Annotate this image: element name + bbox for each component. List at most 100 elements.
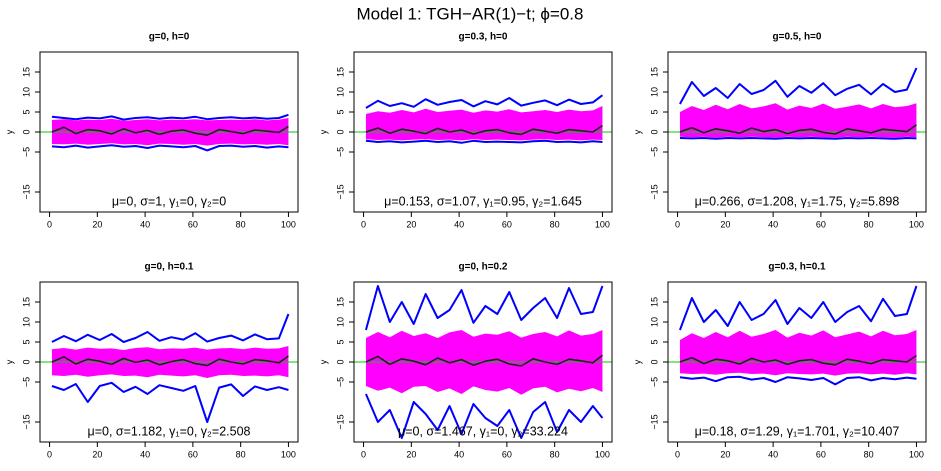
panel-title: g=0.5, h=0 — [773, 32, 822, 43]
x-tick-label: 40 — [140, 219, 150, 229]
series-line — [51, 144, 289, 152]
plot-area — [668, 285, 926, 386]
x-tick-label: 20 — [720, 449, 730, 459]
y-tick-label: 5 — [649, 339, 659, 344]
x-tick-label: 80 — [236, 449, 246, 459]
series-line — [364, 285, 604, 331]
series-line — [365, 94, 604, 109]
series-line — [365, 124, 603, 136]
panel-title: g=0, h=0 — [149, 32, 190, 43]
series-line — [679, 137, 917, 140]
x-tick-label: 60 — [502, 219, 512, 229]
y-tick-label: 0 — [21, 359, 31, 364]
series-line — [365, 393, 604, 439]
x-tick-label: 80 — [864, 449, 874, 459]
y-tick-label: 5 — [335, 109, 345, 114]
x-tick-label: 0 — [361, 449, 366, 459]
panel-title: g=0, h=0.2 — [459, 262, 508, 273]
y-tick-label: 15 — [335, 67, 345, 77]
panel: 0 20 40 60 80 100 15 10 5 0 −5 −15 y g=0, h=0.1 μ=0, σ… — [4, 262, 299, 459]
x-tick-label: 20 — [406, 449, 416, 459]
y-tick-label: −15 — [649, 414, 659, 429]
series-line — [51, 125, 289, 136]
y-tick-label: 15 — [21, 67, 31, 77]
x-tick-label: 0 — [361, 219, 366, 229]
series-line — [679, 375, 917, 386]
band-area — [679, 103, 917, 138]
x-tick-label: 20 — [720, 219, 730, 229]
x-tick-label: 100 — [909, 449, 924, 459]
annotation: μ=0.266, σ=1.208, γ₁=1.75, γ₂=5.898 — [695, 194, 900, 208]
band-area — [365, 106, 603, 141]
series-line — [679, 285, 918, 331]
y-tick-label: 5 — [335, 339, 345, 344]
figure-title: Model 1: TGH−AR(1)−t; ϕ=0.8 — [356, 4, 583, 23]
y-tick-label: −5 — [335, 377, 345, 387]
x-tick-label: 80 — [550, 219, 560, 229]
y-tick-label: 5 — [21, 339, 31, 344]
y-tick-label: 10 — [649, 317, 659, 327]
x-tick-label: 100 — [595, 449, 610, 459]
y-tick-label: 5 — [21, 109, 31, 114]
x-tick-label: 60 — [502, 449, 512, 459]
x-tick-label: 40 — [454, 219, 464, 229]
y-tick-label: 10 — [21, 317, 31, 327]
x-tick-label: 40 — [768, 219, 778, 229]
plot-area — [354, 285, 612, 439]
panel: 0 20 40 60 80 100 15 10 5 0 −5 −15 y g=0, h=0.2 μ=0, σ… — [318, 262, 613, 459]
y-tick-label: −15 — [335, 414, 345, 429]
series-line — [365, 354, 603, 367]
x-tick-label: 60 — [188, 219, 198, 229]
panel-title: g=0.3, h=0.1 — [768, 262, 826, 273]
y-tick-label: −5 — [335, 147, 345, 157]
y-tick-label: 10 — [335, 317, 345, 327]
x-tick-label: 100 — [595, 219, 610, 229]
band-area — [679, 330, 917, 376]
annotation: μ=0, σ=1, γ₁=0, γ₂=0 — [112, 194, 226, 208]
annotation: μ=0, σ=1.467, γ₁=0, γ₂=33.224 — [398, 424, 568, 438]
series-line — [679, 124, 917, 135]
y-tick-label: −5 — [21, 147, 31, 157]
series-line — [51, 313, 290, 343]
y-tick-label: −5 — [649, 147, 659, 157]
series-line — [51, 381, 289, 423]
panel-title: g=0, h=0.1 — [145, 262, 194, 273]
y-tick-label: 5 — [649, 109, 659, 114]
y-tick-label: 10 — [649, 87, 659, 97]
annotation: μ=0, σ=1.182, γ₁=0, γ₂=2.508 — [88, 424, 251, 438]
panel: 0 20 40 60 80 100 15 10 5 0 −5 −15 y g=0, h=0 μ=0, σ=1… — [4, 32, 299, 229]
y-axis-label: y — [318, 129, 328, 134]
x-tick-label: 20 — [92, 449, 102, 459]
y-tick-label: 0 — [649, 359, 659, 364]
plot-area — [40, 313, 298, 423]
x-tick-label: 40 — [768, 449, 778, 459]
series-line — [679, 67, 918, 105]
plot-area — [668, 67, 926, 140]
y-tick-label: 15 — [649, 67, 659, 77]
y-tick-label: 10 — [21, 87, 31, 97]
y-tick-label: 0 — [335, 129, 345, 134]
series-line — [51, 113, 289, 121]
x-tick-label: 60 — [188, 449, 198, 459]
x-tick-label: 100 — [909, 219, 924, 229]
x-tick-label: 80 — [236, 219, 246, 229]
x-tick-label: 0 — [47, 449, 52, 459]
annotation: μ=0.18, σ=1.29, γ₁=1.701, γ₂=10.407 — [695, 424, 900, 438]
x-tick-label: 80 — [864, 219, 874, 229]
annotation: μ=0.153, σ=1.07, γ₁=0.95, γ₂=1.645 — [384, 194, 582, 208]
y-tick-label: −15 — [21, 184, 31, 199]
y-tick-label: −5 — [21, 377, 31, 387]
y-axis-label: y — [4, 359, 14, 364]
y-tick-label: 15 — [335, 297, 345, 307]
x-tick-label: 20 — [92, 219, 102, 229]
series-line — [365, 139, 603, 144]
panel: 0 20 40 60 80 100 15 10 5 0 −5 −15 y g=0.3, h=0 μ=0.15… — [318, 32, 613, 229]
y-axis-label: y — [632, 129, 642, 134]
panel: 0 20 40 60 80 100 15 10 5 0 −5 −15 y g=0.5, h=0 μ=0.26… — [632, 32, 927, 229]
y-tick-label: −15 — [335, 184, 345, 199]
series-line — [51, 355, 289, 367]
y-tick-label: −5 — [649, 377, 659, 387]
series-line — [679, 354, 917, 366]
y-tick-label: 15 — [649, 297, 659, 307]
